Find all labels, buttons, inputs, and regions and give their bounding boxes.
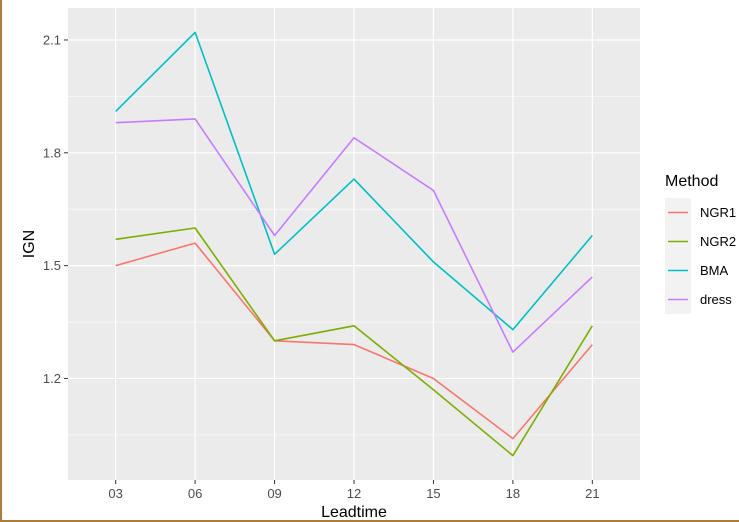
y-tick-label: 1.2 — [43, 371, 61, 386]
x-tick-label: 09 — [267, 486, 281, 501]
y-axis-title: IGN — [21, 230, 38, 258]
series-line-ngr1 — [115, 242, 593, 440]
series-line-dress — [115, 118, 593, 353]
legend-label-bma: BMA — [700, 263, 729, 278]
y-tick-label: 2.1 — [43, 32, 61, 47]
x-tick-label: 06 — [188, 486, 202, 501]
x-tick-label: 12 — [347, 486, 361, 501]
x-tick-label: 21 — [585, 486, 599, 501]
legend-title: Method — [665, 173, 718, 190]
x-axis: 03 06 09 12 15 18 21 — [108, 480, 600, 501]
series-line-bma — [115, 31, 593, 331]
legend-label-dress: dress — [700, 292, 732, 307]
x-tick-label: 18 — [506, 486, 520, 501]
series-lines — [115, 31, 593, 457]
y-axis: 1.2 1.5 1.8 2.1 — [43, 32, 68, 386]
y-tick-label: 1.8 — [43, 145, 61, 160]
y-tick-label: 1.5 — [43, 258, 61, 273]
x-tick-label: 03 — [108, 486, 122, 501]
series-line-ngr2 — [115, 227, 593, 457]
x-tick-label: 15 — [426, 486, 440, 501]
legend: Method NGR1 NGR2 BMA dress — [665, 173, 736, 314]
legend-label-ngr1: NGR1 — [700, 205, 736, 220]
x-axis-title: Leadtime — [321, 504, 387, 521]
legend-label-ngr2: NGR2 — [700, 234, 736, 249]
